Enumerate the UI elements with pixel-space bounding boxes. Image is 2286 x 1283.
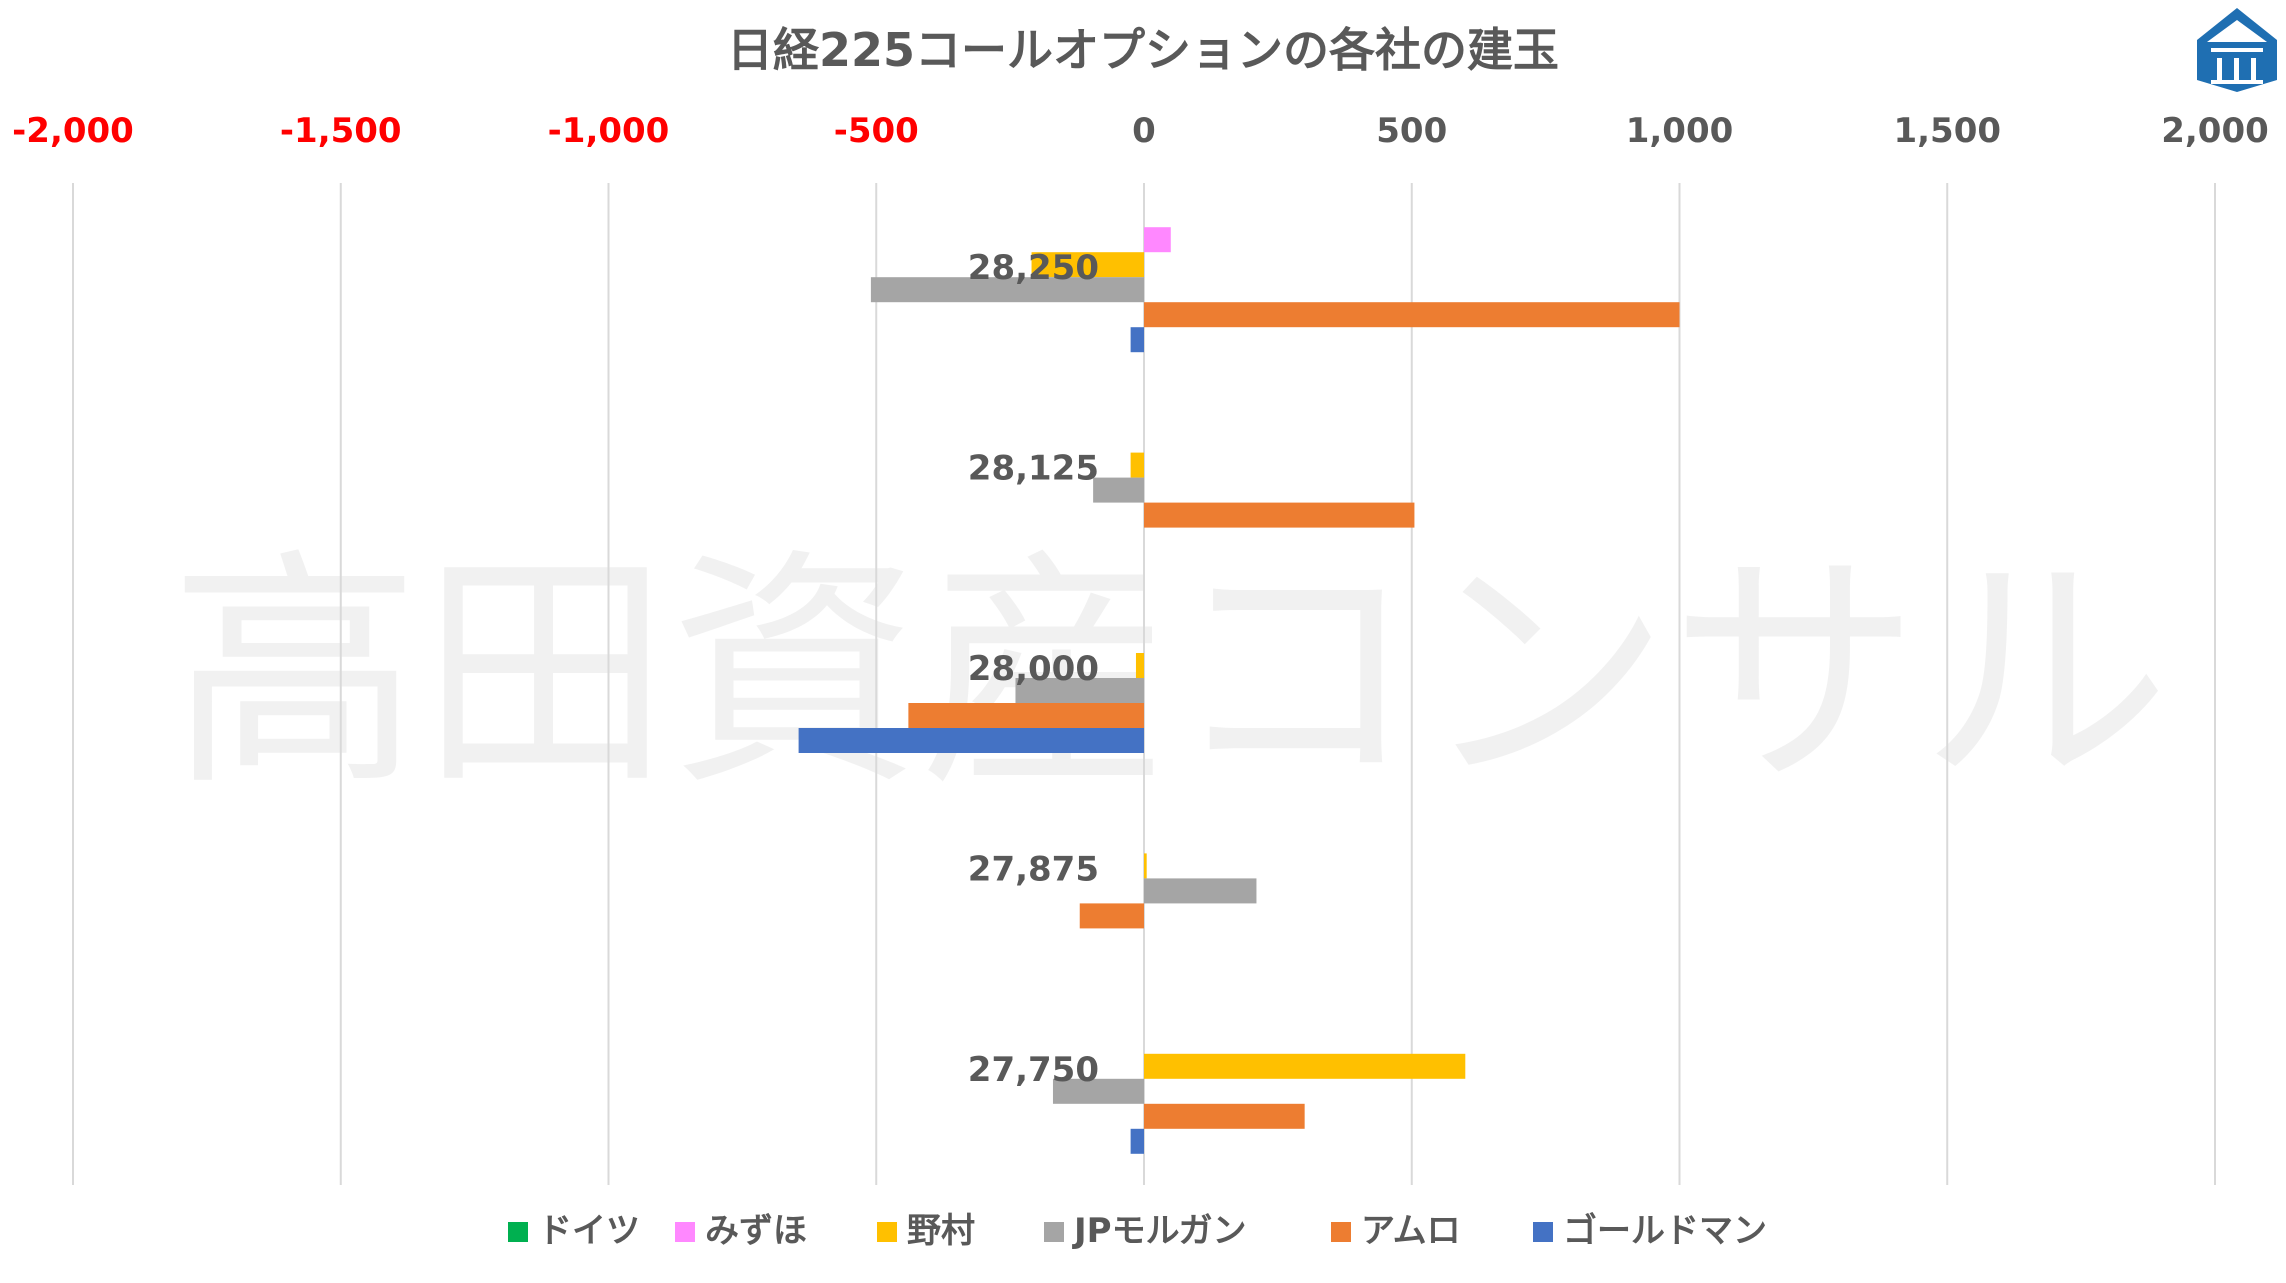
legend-label: アムロ — [1361, 1211, 1461, 1251]
category-label: 28,125 — [968, 449, 1099, 489]
x-tick-label: 1,500 — [1893, 111, 2001, 151]
bar — [908, 703, 1144, 728]
building-logo-icon — [2197, 8, 2277, 92]
x-tick-label: -500 — [834, 111, 919, 151]
legend-swatch — [877, 1222, 897, 1242]
x-axis-ticks: -2,000 -1,500 -1,000 -500 0 500 1,000 1,500 2,00… — [12, 111, 2269, 151]
legend-label: JPモルガン — [1072, 1211, 1247, 1251]
bar — [1144, 1103, 1305, 1129]
bar-group — [798, 227, 1680, 1154]
legend-swatch — [1533, 1222, 1553, 1242]
legend-label: みずほ — [705, 1211, 807, 1251]
bar — [1144, 878, 1257, 904]
x-tick-label: 500 — [1376, 111, 1447, 151]
bar — [1093, 477, 1144, 503]
watermark: 高田資産コンサル — [170, 528, 2170, 819]
category-labels: 28,250 28,125 28,000 27,875 27,750 — [968, 248, 1099, 1090]
bar — [1130, 327, 1144, 353]
legend-swatch — [508, 1222, 528, 1242]
bar — [1144, 227, 1171, 253]
bar — [1052, 1078, 1144, 1104]
bar — [1144, 302, 1680, 328]
category-label: 28,250 — [968, 248, 1099, 288]
bar — [1130, 452, 1144, 478]
legend-swatch — [1044, 1222, 1064, 1242]
legend-swatch — [675, 1222, 695, 1242]
x-tick-label: 0 — [1132, 111, 1156, 151]
bar — [1015, 678, 1144, 703]
x-tick-label: -1,500 — [280, 111, 402, 151]
legend-label: 野村 — [907, 1211, 975, 1251]
bar — [1144, 853, 1147, 879]
x-tick-label: -2,000 — [12, 111, 134, 151]
legend-swatch — [1331, 1222, 1351, 1242]
bar — [798, 728, 1144, 753]
chart-title: 日経225コールオプションの各社の建玉 — [727, 23, 1559, 77]
bar — [1144, 1053, 1466, 1079]
bar — [1135, 653, 1144, 678]
legend-label: ゴールドマン — [1563, 1211, 1767, 1251]
x-tick-label: 1,000 — [1626, 111, 1734, 151]
legend-label: ドイツ — [538, 1211, 640, 1251]
bar — [870, 277, 1144, 303]
category-label: 27,750 — [968, 1050, 1099, 1090]
category-label: 27,875 — [968, 849, 1099, 889]
bar — [1130, 1128, 1144, 1154]
legend: ドイツ みずほ 野村 JPモルガン アムロ ゴールドマン — [508, 1211, 1767, 1251]
bar — [1031, 252, 1144, 278]
x-tick-label: -1,000 — [548, 111, 670, 151]
bar — [1079, 903, 1144, 929]
bar — [1144, 502, 1415, 528]
category-label: 28,000 — [968, 649, 1099, 689]
x-tick-label: 2,000 — [2161, 111, 2269, 151]
